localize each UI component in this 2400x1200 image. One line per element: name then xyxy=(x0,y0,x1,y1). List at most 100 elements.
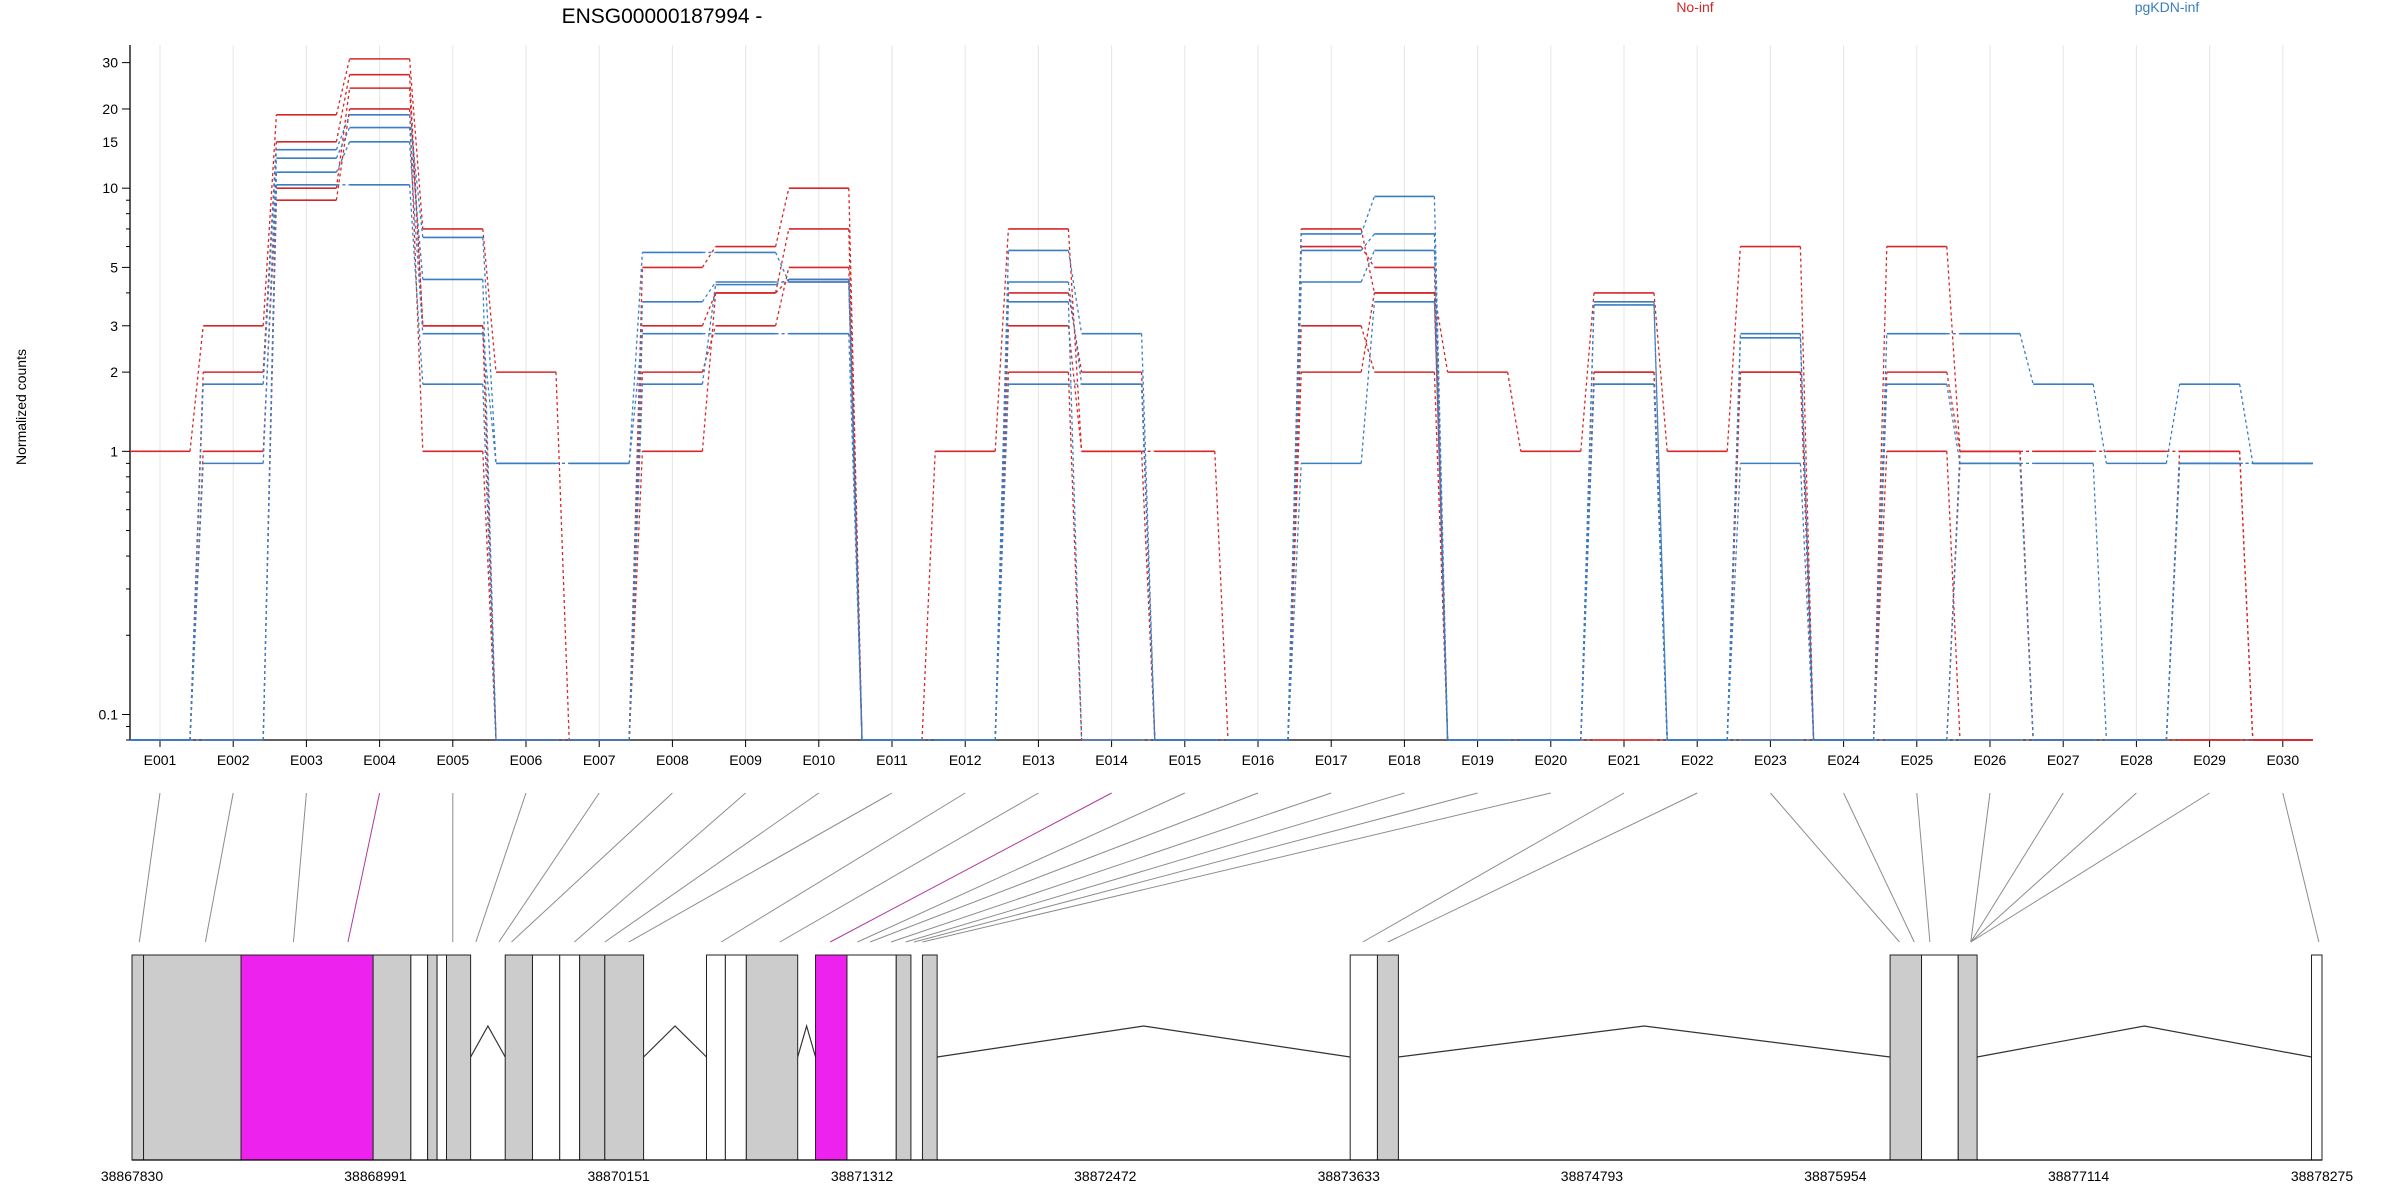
connector-e020 xyxy=(922,792,1551,943)
coordinate-label: 38867830 xyxy=(101,1168,164,1184)
x-tick-label-e018: E018 xyxy=(1388,752,1421,768)
exon-block xyxy=(372,954,412,1161)
x-tick-label-e022: E022 xyxy=(1681,752,1714,768)
exon-connectors xyxy=(138,792,2320,943)
connector-e014 xyxy=(829,792,1112,943)
coordinate-label: 38870151 xyxy=(587,1168,650,1184)
series-transition xyxy=(408,114,424,238)
series-transition xyxy=(701,246,717,268)
series-transition xyxy=(774,267,790,326)
connector-e008 xyxy=(511,792,673,943)
x-tick-label-e023: E023 xyxy=(1754,752,1787,768)
series-transition xyxy=(848,281,863,741)
exon-block xyxy=(240,954,374,1161)
series-transition xyxy=(1360,325,1376,373)
series-transition xyxy=(1360,250,1375,283)
coordinate-label: 38877114 xyxy=(2048,1168,2109,1184)
series-transition xyxy=(1433,250,1449,741)
series-transition xyxy=(482,279,497,741)
series-transition xyxy=(1580,384,1595,741)
connector-e007 xyxy=(498,792,600,943)
series-transition xyxy=(189,463,204,741)
gene-model xyxy=(131,954,2323,1161)
exon-block xyxy=(559,954,581,1161)
series-transition xyxy=(701,292,717,452)
connector-e025 xyxy=(1916,792,1931,943)
series-transition xyxy=(1580,304,1595,741)
series-transition xyxy=(555,372,570,741)
series-transition xyxy=(2092,384,2108,464)
x-tick-label-e027: E027 xyxy=(2047,752,2080,768)
x-tick-label-e011: E011 xyxy=(876,752,908,768)
connector-e023 xyxy=(1770,792,1900,943)
connector-e030 xyxy=(2282,792,2320,943)
x-tick-label-e009: E009 xyxy=(729,752,762,768)
series-transition xyxy=(1580,292,1595,452)
x-tick-label-e029: E029 xyxy=(2193,752,2226,768)
x-tick-label-e016: E016 xyxy=(1242,752,1275,768)
connector-e006 xyxy=(475,792,527,943)
series-pgkdn-inf-8 xyxy=(130,183,2313,741)
exon-block xyxy=(436,954,448,1161)
series-transition xyxy=(1067,372,1083,741)
x-tick-label-e025: E025 xyxy=(1900,752,1933,768)
series-transition xyxy=(1360,292,1376,373)
exon-block xyxy=(504,954,533,1161)
y-tick-label: 2 xyxy=(110,364,118,380)
series-transition xyxy=(1360,301,1376,464)
exon-block xyxy=(1921,954,1959,1161)
x-tick-label-e005: E005 xyxy=(436,752,469,768)
x-tick-label-e014: E014 xyxy=(1095,752,1128,768)
intron-line xyxy=(937,1025,1351,1058)
series-transition xyxy=(1946,463,1961,741)
series-no-inf-4 xyxy=(130,108,2313,741)
x-tick-label-e007: E007 xyxy=(583,752,616,768)
x-tick-label-e006: E006 xyxy=(510,752,543,768)
series-transition xyxy=(1067,301,1083,741)
series-lines xyxy=(130,58,2313,741)
series-transition xyxy=(262,149,278,385)
x-tick-label-e021: E021 xyxy=(1608,752,1641,768)
y-tick-label: 30 xyxy=(102,55,118,71)
series-transition xyxy=(1067,292,1083,373)
series-transition xyxy=(2238,451,2254,741)
x-tick-label-e015: E015 xyxy=(1168,752,1201,768)
series-transition xyxy=(262,184,278,741)
exon-block xyxy=(846,954,897,1161)
x-tick-label-e030: E030 xyxy=(2266,752,2299,768)
series-transition xyxy=(482,333,497,464)
series-transition xyxy=(1067,281,1083,385)
series-transition xyxy=(994,301,1010,741)
y-tick-label: 20 xyxy=(102,101,118,117)
y-tick-label: 5 xyxy=(110,259,118,275)
exon-block xyxy=(410,954,429,1161)
y-axis: 0.1 1 2 3 5 10 15 20 30 xyxy=(99,45,131,741)
series-transition xyxy=(482,228,497,373)
series-transition xyxy=(775,252,790,283)
series-transition xyxy=(1799,333,1815,741)
exon-block xyxy=(815,954,848,1161)
connector-e027 xyxy=(1970,792,2064,943)
series-transition xyxy=(701,281,717,303)
series-transition xyxy=(1067,250,1083,334)
series-transition xyxy=(701,292,717,327)
x-tick-label-e020: E020 xyxy=(1534,752,1567,768)
connector-e018 xyxy=(905,792,1405,943)
series-transition xyxy=(335,108,351,201)
connector-e022 xyxy=(1387,792,1698,943)
series-transition xyxy=(2165,384,2181,464)
series-transition xyxy=(1287,281,1302,741)
connector-e026 xyxy=(1970,792,1991,943)
series-transition xyxy=(408,88,424,326)
exon-block xyxy=(1349,954,1378,1161)
connector-e002 xyxy=(204,792,234,943)
series-transition xyxy=(1287,250,1302,741)
x-axis: E001 E002 E003 E004 E005 E006 E007 E008 E009 E010… xyxy=(130,739,2310,768)
series-pgkdn-inf-7 xyxy=(130,141,2313,741)
series-transition xyxy=(1360,246,1375,268)
connector-e010 xyxy=(604,792,820,943)
series-transition xyxy=(2019,333,2034,385)
y-tick-label: 10 xyxy=(102,180,118,196)
series-transition xyxy=(1506,372,1522,452)
